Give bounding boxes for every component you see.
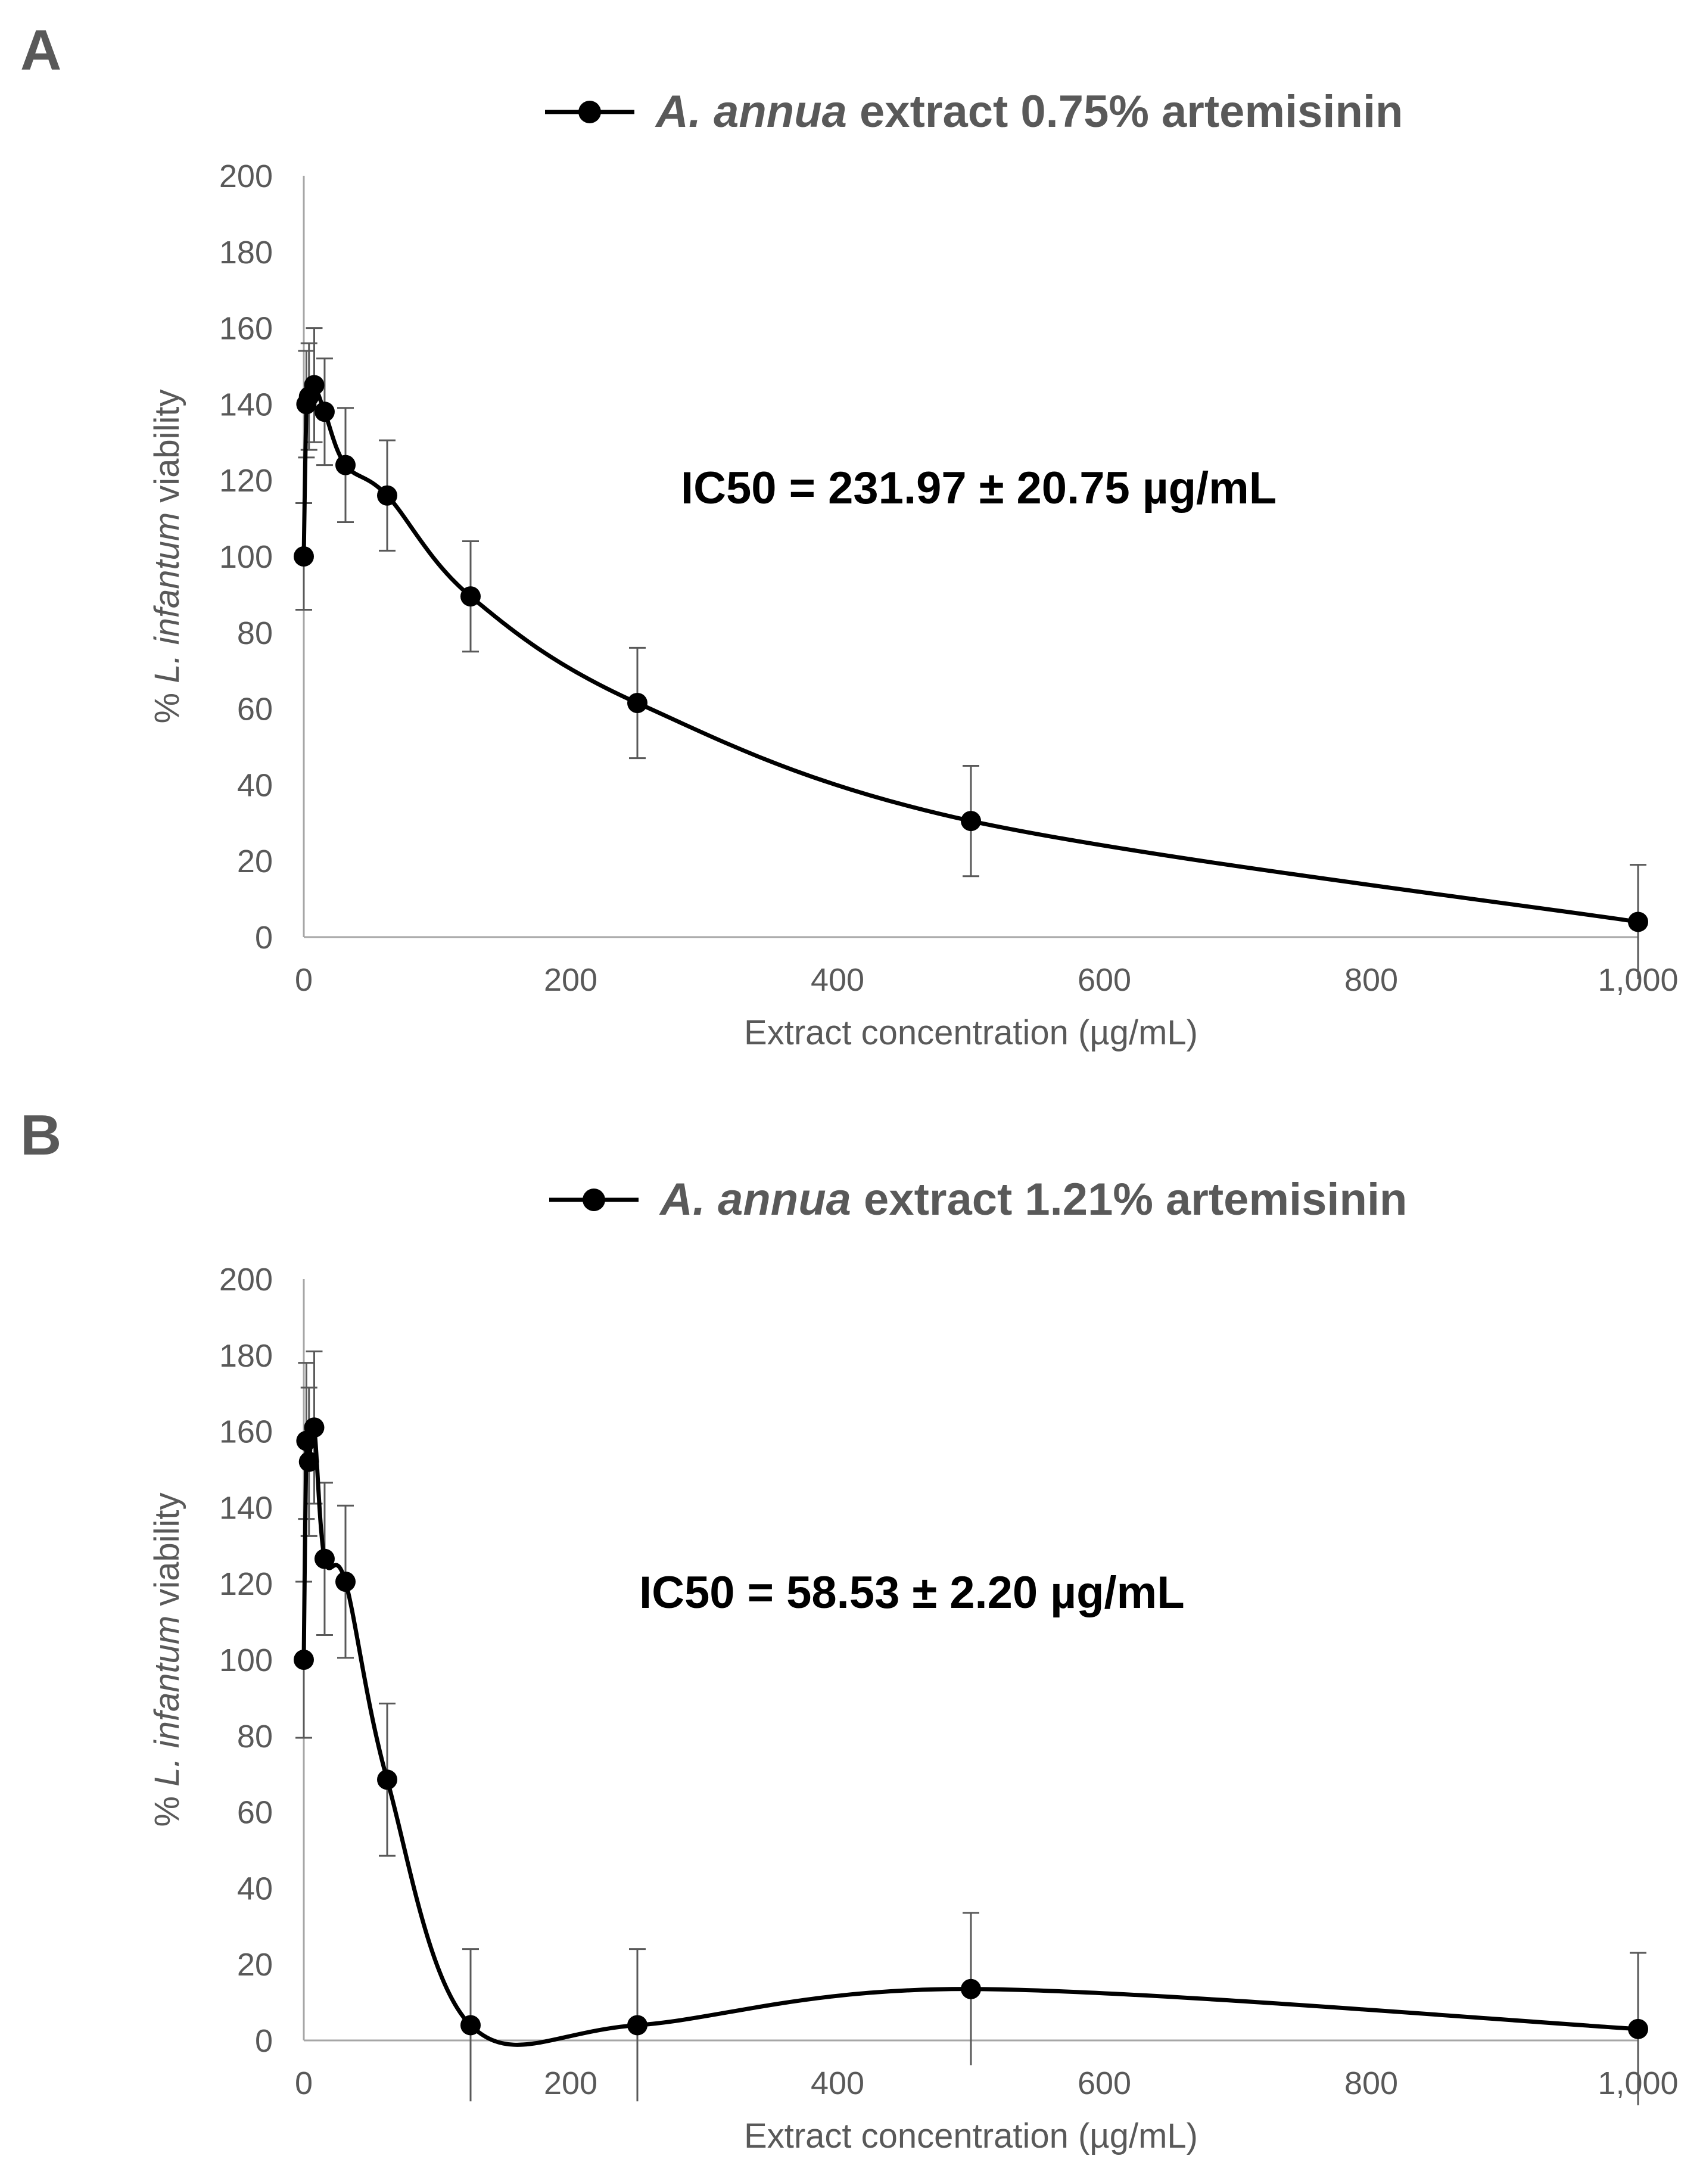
y-tick-label: 200 xyxy=(219,158,273,194)
data-point xyxy=(294,546,314,567)
x-tick-label: 200 xyxy=(544,2065,597,2101)
data-point xyxy=(961,1978,981,1999)
x-tick-label: 800 xyxy=(1344,962,1398,998)
chart-b: 0 20 40 60 80 100 120 140 160 180 200 0 200 400 600 800… xyxy=(148,1262,1679,2155)
data-point xyxy=(314,402,335,422)
data-point xyxy=(1628,2018,1648,2039)
y-tick-label: 160 xyxy=(219,1414,273,1450)
x-axis-title: Extract concentration (µg/mL) xyxy=(744,1013,1198,1052)
y-tick-label: 60 xyxy=(237,692,273,727)
ic50-annotation: IC50 = 231.97 ± 20.75 µg/mL xyxy=(681,463,1277,514)
y-tick-label: 20 xyxy=(237,1947,273,1983)
x-tick-label: 200 xyxy=(544,962,597,998)
x-tick-label: 600 xyxy=(1078,2065,1131,2101)
x-tick-label: 0 xyxy=(295,2065,313,2101)
y-axis-title-part: % xyxy=(148,683,186,724)
y-tick-label: 40 xyxy=(237,767,273,803)
data-point xyxy=(298,1451,319,1472)
data-point xyxy=(627,2015,647,2036)
x-tick-label: 600 xyxy=(1078,962,1131,998)
panel-a: A A. annua extract 0.75% artemisinin 0 20… xyxy=(20,18,1679,1052)
y-axis-title-part: viability xyxy=(148,390,186,512)
data-point xyxy=(294,1650,314,1670)
legend-marker-icon xyxy=(545,100,634,123)
legend: A. annua extract 0.75% artemisinin xyxy=(545,86,1403,138)
data-point xyxy=(304,1417,325,1438)
y-tick-label: 200 xyxy=(219,1262,273,1298)
legend-rest: extract 1.21% artemisinin xyxy=(851,1174,1408,1225)
y-tick-label: 80 xyxy=(237,1719,273,1754)
y-tick-label: 180 xyxy=(219,1338,273,1374)
legend-label: A. annua extract 1.21% artemisinin xyxy=(660,1174,1407,1225)
data-point xyxy=(460,2015,481,2036)
panel-b: B A. annua extract 1.21% artemisinin 0 20… xyxy=(0,1092,1703,2184)
x-tick-label: 800 xyxy=(1344,2065,1398,2101)
y-axis-title: % L. infantum viability xyxy=(148,390,186,724)
y-tick-label: 140 xyxy=(219,1490,273,1526)
x-tick-label: 0 xyxy=(295,962,313,998)
y-tick-label: 100 xyxy=(219,539,273,575)
y-axis-title-part: viability xyxy=(148,1493,186,1616)
chart-a: 0 20 40 60 80 100 120 140 160 180 200 0 200 400 600 800… xyxy=(148,158,1679,1052)
data-point xyxy=(1628,911,1648,932)
data-point xyxy=(314,1548,335,1569)
y-tick-label: 40 xyxy=(237,1871,273,1906)
data-point xyxy=(335,455,356,475)
x-tick-label: 400 xyxy=(811,2065,864,2101)
y-tick-label: 0 xyxy=(255,2023,273,2059)
legend-marker-icon xyxy=(549,1188,639,1211)
x-axis-title: Extract concentration (µg/mL) xyxy=(744,2117,1198,2155)
y-tick-label: 100 xyxy=(219,1642,273,1678)
legend-label: A. annua extract 0.75% artemisinin xyxy=(656,86,1403,138)
y-tick-label: 120 xyxy=(219,1566,273,1602)
y-tick-label: 140 xyxy=(219,387,273,422)
legend-rest: extract 0.75% artemisinin xyxy=(846,86,1403,137)
y-tick-label: 60 xyxy=(237,1795,273,1831)
y-axis-title: % L. infantum viability xyxy=(148,1493,186,1827)
y-axis-title-part: L. infantum xyxy=(148,1616,186,1787)
y-axis-title-part: L. infantum xyxy=(148,512,186,683)
y-tick-label: 160 xyxy=(219,311,273,347)
y-tick-label: 80 xyxy=(237,615,273,651)
y-tick-label: 0 xyxy=(255,920,273,956)
data-point xyxy=(377,485,397,506)
y-tick-label: 20 xyxy=(237,844,273,879)
data-point xyxy=(377,1769,397,1790)
panel-label: B xyxy=(20,1103,62,1167)
legend: A. annua extract 1.21% artemisinin xyxy=(549,1174,1407,1225)
data-point xyxy=(304,375,325,396)
panel-label: A xyxy=(20,18,62,82)
x-tick-label: 400 xyxy=(811,962,864,998)
data-point xyxy=(460,586,481,607)
data-point xyxy=(961,811,981,832)
data-point xyxy=(627,693,647,714)
legend-species: A. annua xyxy=(660,1174,851,1225)
legend-species: A. annua xyxy=(656,86,847,137)
y-axis-title-part: % xyxy=(148,1787,186,1827)
data-point xyxy=(335,1572,356,1592)
ic50-annotation: IC50 = 58.53 ± 2.20 µg/mL xyxy=(639,1567,1185,1618)
y-tick-label: 180 xyxy=(219,235,273,270)
y-tick-label: 120 xyxy=(219,463,273,499)
